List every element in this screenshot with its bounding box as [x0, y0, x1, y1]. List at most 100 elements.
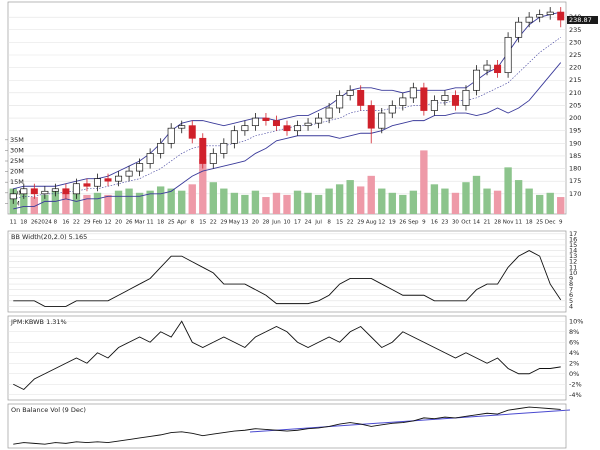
volume-bar: [51, 190, 60, 214]
volume-bar: [399, 194, 407, 214]
volume-bar: [557, 197, 565, 214]
y-tick-label: 16: [569, 235, 577, 243]
volume-bar: [325, 188, 333, 214]
volume-bar: [114, 190, 123, 214]
candle-body: [178, 125, 186, 129]
x-tick-label: 16: [62, 220, 69, 226]
x-tick-label: 22: [347, 220, 354, 226]
y-tick-label: 8%: [569, 328, 579, 336]
candle-body: [220, 142, 228, 154]
candle-body: [304, 122, 312, 127]
x-tick-label: 25: [168, 220, 175, 226]
panel-title: JPM:KBWB 1.31%: [10, 318, 67, 326]
panel-frame: [7, 230, 567, 313]
x-tick-label: 17: [294, 220, 301, 226]
x-tick-label: 26: [399, 220, 406, 226]
volume-bar: [378, 188, 386, 214]
y-tick-label: 205: [569, 101, 581, 109]
volume-bar: [493, 190, 502, 214]
x-tick-label: 2024: [38, 220, 52, 226]
volume-bar: [209, 182, 217, 214]
x-tick-label: 12: [105, 220, 112, 226]
x-tick-label: May: [229, 220, 241, 226]
volume-bar: [83, 194, 91, 214]
indicator-line: [13, 250, 562, 307]
volume-bar: [451, 192, 460, 214]
volume-bar: [483, 188, 491, 214]
candle-body: [9, 193, 17, 200]
candle-body: [209, 153, 217, 164]
x-tick-label: 8: [327, 220, 331, 226]
y-tick-label: 10: [569, 269, 577, 277]
candle-body: [409, 87, 417, 99]
y-tick-label: 180: [569, 165, 581, 173]
x-tick-label: 22: [210, 220, 217, 226]
x-tick-label: 14: [473, 220, 480, 226]
volume-bar: [241, 194, 249, 214]
volume-bar: [93, 192, 102, 214]
volume-bar: [230, 192, 239, 214]
volume-bar: [514, 180, 523, 214]
x-tick-label: 26: [126, 220, 133, 226]
volume-bar: [546, 192, 554, 214]
x-tick-label: 28: [262, 220, 269, 226]
candle-body: [188, 125, 196, 139]
volume-bar: [304, 192, 312, 214]
y-tick-label: 30M: [10, 146, 24, 154]
x-tick-label: 19: [389, 220, 396, 226]
candle-body: [62, 188, 70, 195]
volume-bar: [462, 182, 470, 214]
candle-body: [399, 97, 407, 106]
panel-frame: [7, 315, 567, 401]
x-tick-label: 18: [526, 220, 533, 226]
candle-body: [104, 178, 112, 182]
y-tick-label: 6: [569, 291, 573, 299]
x-tick-label: 20: [252, 220, 259, 226]
candle-body: [315, 117, 323, 124]
candle-body: [494, 64, 502, 74]
y-tick-label: 17: [569, 230, 577, 238]
y-tick-label: 175: [569, 177, 581, 185]
volume-bar: [41, 194, 49, 214]
x-tick-label: 12: [378, 220, 385, 226]
y-tick-label: 195: [569, 127, 581, 135]
volume-bar: [188, 184, 196, 214]
x-tick-label: 29: [83, 220, 90, 226]
y-tick-label: 5: [569, 297, 573, 305]
candle-body: [525, 16, 533, 23]
volume-bar: [199, 158, 207, 214]
y-tick-label: 9: [569, 274, 573, 282]
y-tick-label: 15M: [10, 178, 24, 186]
x-tick-label: Dec: [545, 220, 556, 226]
last-price-label: 238.87: [569, 16, 592, 24]
volume-bar: [525, 188, 533, 214]
candle-body: [83, 183, 91, 187]
candle-body: [241, 125, 249, 132]
candle-body: [283, 125, 291, 132]
y-tick-label: 220: [569, 64, 581, 72]
x-tick-label: 15: [336, 220, 343, 226]
x-tick-label: 30: [452, 220, 459, 226]
y-tick-label: 13: [569, 252, 577, 260]
candle-body: [483, 64, 491, 71]
x-tick-label: Jun: [271, 220, 281, 226]
x-tick-label: 24: [305, 220, 312, 226]
volume-bar: [535, 194, 544, 214]
volume-bar: [409, 190, 418, 214]
y-tick-label: 4: [569, 302, 573, 310]
x-tick-label: 26: [31, 220, 38, 226]
y-tick-label: 225: [569, 51, 581, 59]
candle-body: [504, 36, 512, 74]
x-tick-label: Sep: [408, 220, 419, 226]
y-tick-label: 0%: [569, 370, 579, 378]
y-tick-label: 35M: [10, 136, 24, 144]
x-tick-label: 8: [190, 220, 194, 226]
x-tick-label: 18: [20, 220, 27, 226]
volume-bar: [30, 197, 39, 214]
volume-bar: [346, 180, 354, 214]
y-tick-label: 20M: [10, 168, 24, 176]
volume-bar: [367, 175, 375, 214]
volume-bar: [251, 190, 260, 214]
volume-bar: [62, 192, 70, 214]
